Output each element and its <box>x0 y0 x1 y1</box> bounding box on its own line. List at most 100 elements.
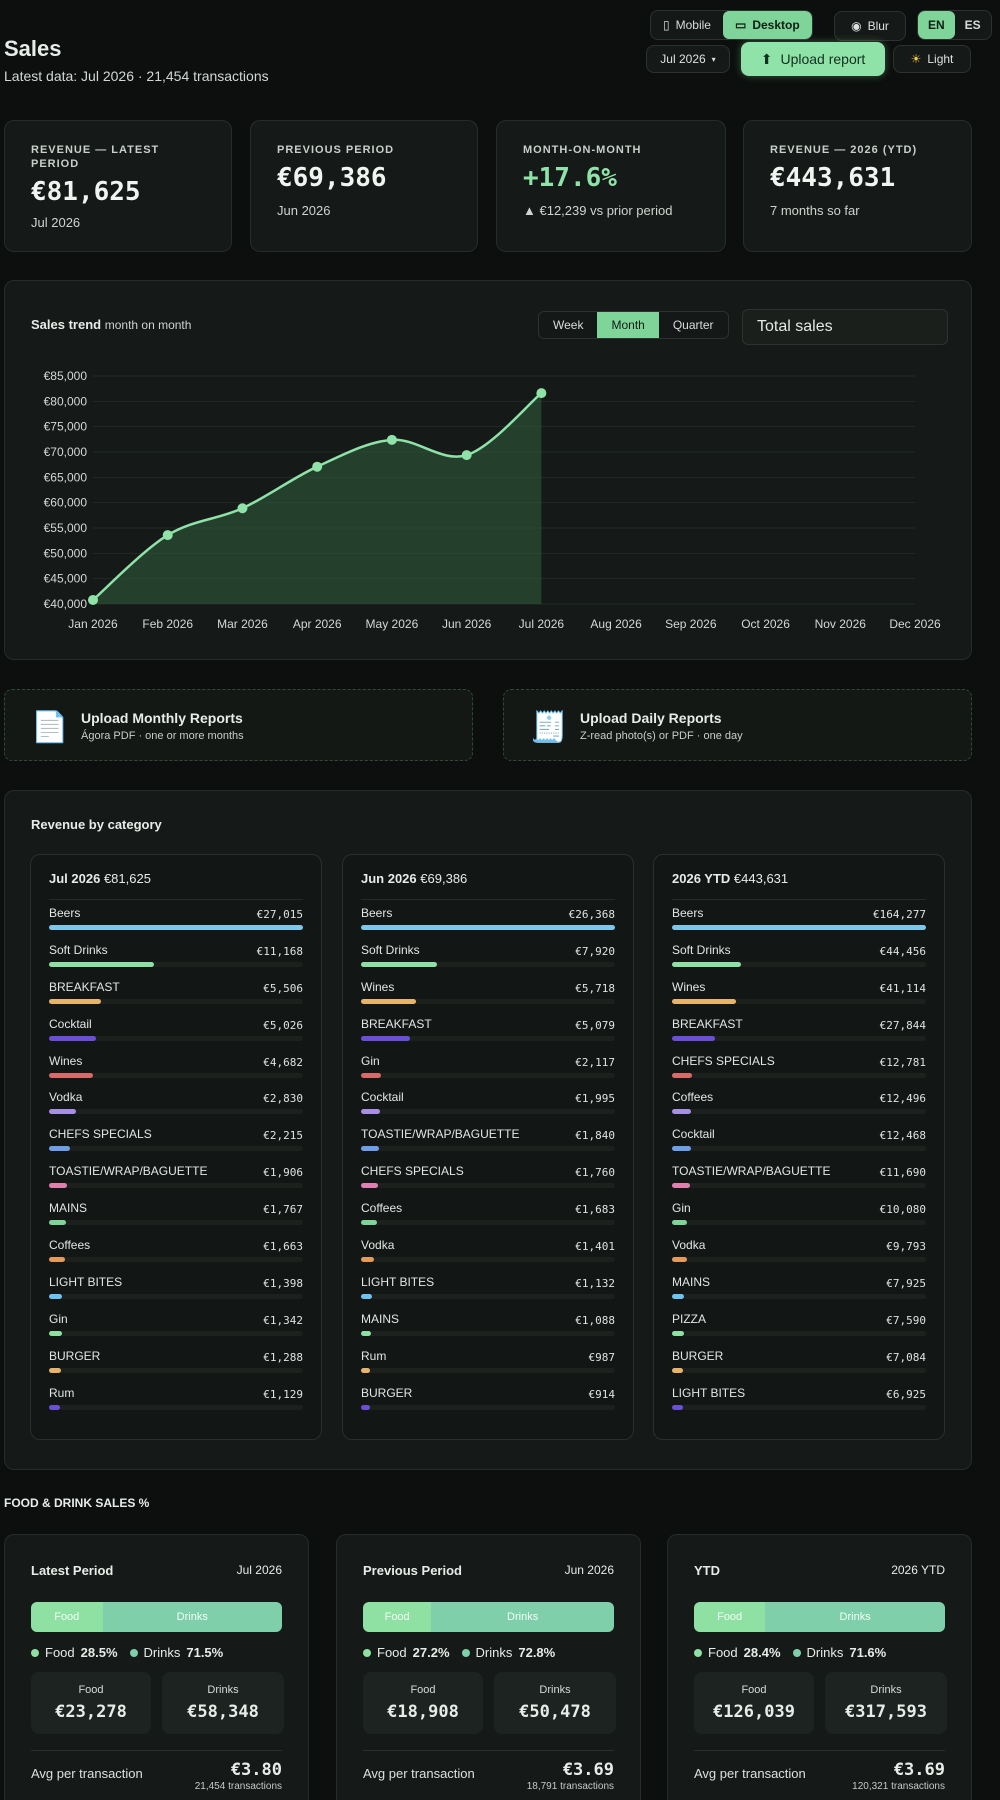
area-fill <box>93 393 542 604</box>
category-bar <box>672 1072 692 1078</box>
category-bar-track <box>49 998 303 1004</box>
category-item: Rum €987 <box>361 1343 615 1380</box>
upload-icon: ⬆ <box>760 50 773 67</box>
category-bar-track <box>672 1035 926 1041</box>
category-name: Soft Drinks <box>672 942 731 957</box>
y-tick-label: €75,000 <box>44 420 88 434</box>
category-column-title: 2026 YTD €443,631 <box>672 871 788 886</box>
divider <box>363 1750 614 1751</box>
category-item: Cocktail €12,468 <box>672 1121 926 1158</box>
food-total-value: €23,278 <box>55 1702 127 1722</box>
food-drink-card: Previous Period Jun 2026 Food Drinks Food 27.… <box>336 1534 641 1800</box>
fd-legend: Food 27.2% Drinks 72.8% <box>363 1645 561 1660</box>
y-tick-label: €80,000 <box>44 394 88 408</box>
food-total-value: €126,039 <box>713 1702 795 1722</box>
category-bar-track <box>49 1220 303 1226</box>
lang-en-button[interactable]: EN <box>918 11 955 39</box>
category-name: Wines <box>361 979 395 994</box>
category-value: €9,793 <box>886 1240 926 1254</box>
category-name: BURGER <box>361 1385 413 1400</box>
category-name: Coffees <box>672 1090 714 1105</box>
food-drink-split-bar: Food Drinks <box>363 1602 614 1632</box>
category-bar-track <box>361 1035 615 1041</box>
x-tick-label: Nov 2026 <box>815 617 867 631</box>
category-bar <box>672 1183 691 1189</box>
category-name: Rum <box>49 1385 75 1400</box>
blur-button[interactable]: ◉ Blur <box>834 11 906 41</box>
upload-card-subtitle: Ágora PDF · one or more months <box>81 730 244 742</box>
category-bar <box>672 1367 683 1373</box>
upload-card-title: Upload Monthly Reports <box>81 710 243 726</box>
category-value: €12,781 <box>879 1055 926 1069</box>
category-bar <box>49 1146 70 1152</box>
range-month-button[interactable]: Month <box>597 312 659 338</box>
category-bar <box>49 1257 65 1263</box>
category-bar-track <box>672 998 926 1004</box>
sun-icon: ☀ <box>910 52 922 66</box>
view-desktop-button[interactable]: ▭ Desktop <box>722 11 812 39</box>
y-tick-label: €40,000 <box>44 597 88 611</box>
upload-daily-card[interactable]: 🧾 Upload Daily Reports Z-read photo(s) o… <box>503 689 972 761</box>
fd-card-title: YTD <box>694 1563 720 1578</box>
kpi-card-ytd: REVENUE — 2026 (YTD) €443,631 7 months s… <box>743 120 972 252</box>
drinks-share-bar: Drinks <box>765 1602 945 1632</box>
avg-transaction-value: €3.69 <box>893 1760 945 1780</box>
language-toggle: EN ES <box>917 10 992 40</box>
food-drink-split-bar: Food Drinks <box>31 1602 282 1632</box>
transaction-count: 120,321 transactions <box>852 1781 945 1792</box>
category-value: €987 <box>588 1350 616 1364</box>
eye-icon: ◉ <box>851 19 862 33</box>
category-item: BREAKFAST €27,844 <box>672 1011 926 1048</box>
upload-monthly-card[interactable]: 📄 Upload Monthly Reports Ágora PDF · one… <box>4 689 473 761</box>
category-bar-track <box>361 1330 615 1336</box>
fd-card-period: 2026 YTD <box>891 1563 945 1577</box>
category-name: Soft Drinks <box>361 942 420 957</box>
fd-card-period: Jun 2026 <box>564 1563 614 1577</box>
range-week-button[interactable]: Week <box>553 318 584 332</box>
fd-box-label: Food <box>410 1684 436 1696</box>
period-select[interactable]: Jul 2026 ▾ <box>646 45 730 73</box>
metric-select[interactable]: Total sales <box>742 309 948 345</box>
data-point <box>162 530 173 541</box>
range-quarter-button[interactable]: Quarter <box>672 318 714 332</box>
category-bar-track <box>672 1072 926 1078</box>
category-bar-track <box>672 1367 926 1373</box>
category-value: €1,760 <box>575 1166 615 1180</box>
category-name: Beers <box>672 906 704 920</box>
lang-es-button[interactable]: ES <box>964 18 981 32</box>
fd-box-label: Drinks <box>207 1684 239 1696</box>
category-name: BURGER <box>672 1348 724 1363</box>
view-desktop-label: Desktop <box>752 18 800 32</box>
kpi-card-mom: MONTH-ON-MONTH +17.6% ▲ €12,239 vs prior… <box>496 120 726 252</box>
category-value: €7,925 <box>886 1276 926 1290</box>
kpi-value: €81,625 <box>31 177 141 207</box>
category-name: Vodka <box>49 1090 83 1105</box>
category-bar <box>49 1072 93 1078</box>
category-value: €1,088 <box>575 1313 615 1327</box>
category-bar-track <box>361 1072 615 1078</box>
category-bar <box>49 998 101 1004</box>
category-bar <box>672 961 741 967</box>
category-item: LIGHT BITES €6,925 <box>672 1380 926 1417</box>
category-bar-track <box>361 1293 615 1299</box>
category-name: Cocktail <box>361 1090 404 1105</box>
category-bar-track <box>49 1293 303 1299</box>
category-bar-track <box>49 1183 303 1189</box>
drinks-share-bar: Drinks <box>431 1602 614 1632</box>
view-mobile-button[interactable]: ▯ Mobile <box>651 11 723 39</box>
fd-box-label: Food <box>741 1684 767 1696</box>
fd-legend-food-pct: 27.2% <box>412 1645 450 1660</box>
category-bar-track <box>361 925 615 930</box>
category-name: BREAKFAST <box>361 1016 432 1031</box>
category-name: Rum <box>361 1348 387 1363</box>
category-item: Soft Drinks €44,456 <box>672 937 926 974</box>
category-name: Vodka <box>672 1238 706 1253</box>
category-value: €1,288 <box>263 1350 303 1364</box>
fd-legend: Food 28.4% Drinks 71.6% <box>694 1645 892 1660</box>
kpi-sub: Jul 2026 <box>31 215 81 230</box>
category-value: €7,920 <box>575 944 615 958</box>
theme-toggle-button[interactable]: ☀ Light <box>893 45 971 73</box>
category-bar-track <box>361 1404 615 1410</box>
upload-report-button[interactable]: ⬆ Upload report <box>741 42 885 76</box>
category-name: Cocktail <box>49 1016 92 1031</box>
